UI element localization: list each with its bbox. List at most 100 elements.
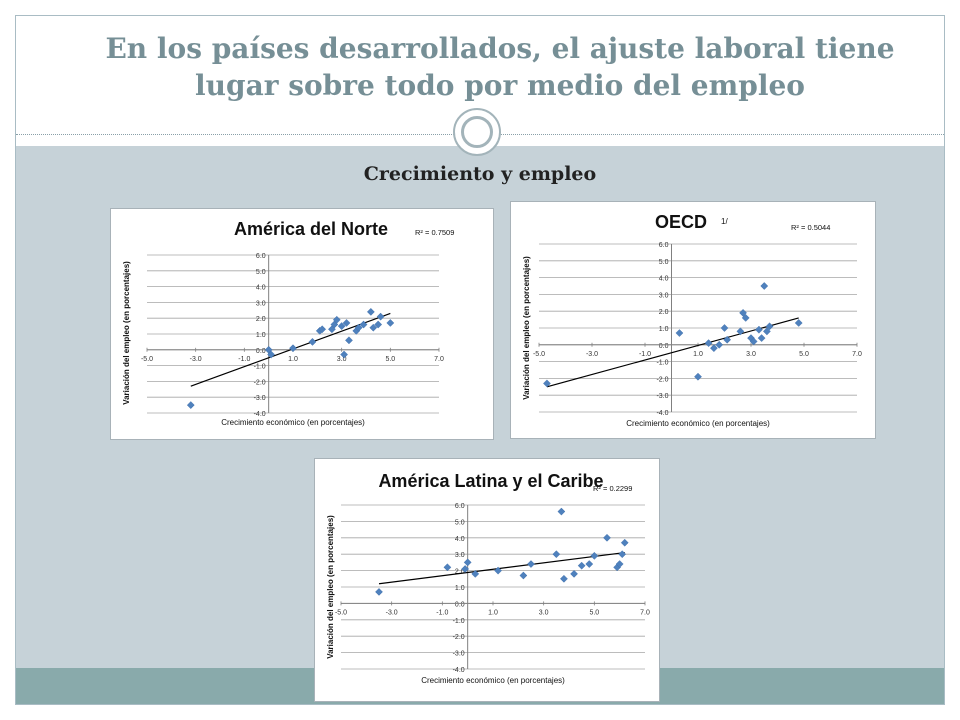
data-point [618,550,627,559]
data-point [386,319,395,327]
data-point [332,315,341,324]
slide-frame [15,15,945,705]
x-tick-label: -3.0 [190,356,202,363]
data-point [374,320,383,329]
chart-title: América del Norte [234,219,388,239]
data-point [765,322,774,331]
x-tick-label: -1.0 [436,609,448,616]
x-tick-label: -5.0 [533,351,545,358]
chart-panel-oecd: 6.0 5.0 4.0 3.0 2.0 1.0 0.0 -1.0 -2.0 -3.0 -4.0 -5.… [510,201,876,439]
y-axis-label: Variación del empleo (en porcentajes) [122,261,131,405]
ring-ornament-icon [453,108,501,156]
chart-panel-latin-america: 6.0 5.0 4.0 3.0 2.0 1.0 0.0 -1.0 -2.0 -3.0 -4.0 -5.… [314,458,660,702]
x-tick-label: -3.0 [586,351,598,358]
chart-title-note: 1/ [721,217,728,226]
x-tick-label: 1.0 [693,351,703,358]
data-point [715,340,724,349]
data-point [736,327,745,336]
data-point [308,338,317,346]
y-tick-label: 0.0 [256,348,266,355]
data-point [471,569,480,578]
data-point [527,560,535,568]
chart-north-america: 6.0 5.0 4.0 3.0 2.0 1.0 0.0 -1.0 -2.0 -3.0 -4.0 -5.… [122,219,454,427]
data-point [375,588,383,596]
y-tick-label: -4.0 [453,667,465,674]
data-point [443,563,452,572]
y-tick-label: 1.0 [256,332,266,339]
slide-subtitle: Crecimiento y empleo [363,163,597,185]
y-tick-label: 5.0 [256,269,266,276]
data-point [463,558,472,567]
x-tick-label: -1.0 [639,351,651,358]
y-tick-label: 4.0 [256,285,266,292]
x-tick-label: 7.0 [640,609,650,616]
data-point [267,350,275,359]
data-point [620,538,629,547]
data-point [675,329,684,337]
r-squared-label: R² = 0.2299 [593,484,632,493]
y-tick-label: 0.0 [659,343,669,350]
x-tick-label: 7.0 [852,351,862,358]
x-tick-label: -5.0 [141,356,153,363]
y-axis-label: Variación del empleo (en porcentajes) [326,515,335,659]
data-point [603,533,611,542]
data-point [337,322,346,330]
data-point [723,335,732,344]
y-tick-label: 5.0 [659,259,669,266]
data-point [615,560,624,568]
chart-oecd: 6.0 5.0 4.0 3.0 2.0 1.0 0.0 -1.0 -2.0 -3.0 -4.0 -5.… [522,212,862,428]
data-point [369,323,378,332]
y-tick-label: -3.0 [254,395,266,402]
y-tick-label: 2.0 [256,316,266,323]
data-point [318,325,327,334]
y-tick-label: 1.0 [659,326,669,333]
x-tick-label: 5.0 [385,356,395,363]
chart-title: América Latina y el Caribe [378,471,603,491]
slide-title: En los países desarrollados, el ajuste l… [60,30,940,104]
data-point [739,308,747,317]
y-tick-label: 6.0 [256,253,266,260]
data-point [704,339,713,348]
y-tick-label: -1.0 [656,360,668,367]
data-point [354,323,363,332]
data-point [340,350,348,359]
data-point [585,560,594,568]
data-point [794,319,803,327]
x-axis-label: Crecimiento económico (en porcentajes) [221,418,365,427]
y-tick-label: 4.0 [659,276,669,283]
r-squared-label: R² = 0.5044 [791,223,830,232]
data-point [186,401,195,409]
y-tick-label: 5.0 [455,519,465,526]
data-point [366,307,375,316]
data-point [560,574,568,583]
y-tick-label: 3.0 [256,300,266,307]
chart-title: OECD [655,212,707,232]
x-tick-label: 7.0 [434,356,444,363]
data-point [577,561,586,570]
y-tick-label: 1.0 [455,585,465,592]
data-point [557,507,566,516]
data-point [757,334,766,342]
data-point [552,550,561,559]
x-tick-label: -3.0 [386,609,398,616]
y-tick-label: 2.0 [455,569,465,576]
x-tick-label: 3.0 [539,609,549,616]
y-tick-label: -2.0 [453,634,465,641]
data-point [720,324,729,332]
data-point [755,325,763,334]
y-tick-label: -1.0 [254,364,266,371]
x-tick-label: 1.0 [288,356,298,363]
data-point [590,551,599,560]
y-tick-label: 4.0 [455,536,465,543]
data-point [345,336,353,345]
y-tick-label: 6.0 [659,242,669,249]
y-tick-label: 6.0 [455,503,465,510]
y-tick-label: -1.0 [453,618,465,625]
data-point [570,569,578,578]
y-axis-label: Variación del empleo (en porcentajes) [522,256,531,400]
y-tick-label: -2.0 [656,376,668,383]
x-axis-label: Crecimiento económico (en porcentajes) [626,419,770,428]
y-tick-label: 3.0 [659,292,669,299]
y-tick-label: 3.0 [455,552,465,559]
x-tick-label: 3.0 [746,351,756,358]
